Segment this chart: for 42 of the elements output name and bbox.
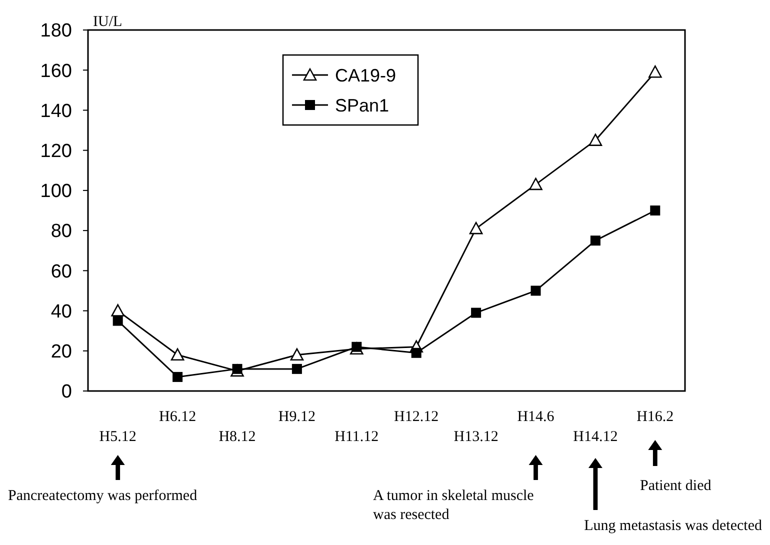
x-tick-label: H16.2: [636, 409, 674, 425]
text: Pancreatectomy was performed: [8, 488, 198, 504]
legend-label: CA19-9: [335, 65, 396, 86]
x-tick-label: H9.12: [278, 409, 316, 425]
point: [530, 286, 541, 296]
x-tick-label: H6.12: [159, 409, 196, 425]
text: A tumor in skeletal muscle was resected: [373, 488, 534, 523]
y-axis-title: IU/L: [93, 14, 122, 30]
y-tick-label: 120: [40, 140, 72, 162]
y-tick-label: 20: [50, 342, 72, 363]
text: Patient died: [640, 478, 712, 494]
point: [471, 308, 482, 318]
point: [588, 134, 602, 146]
point: [290, 348, 304, 361]
y-tick-label: 160: [40, 60, 72, 82]
x-tick-label: H8.12: [218, 429, 256, 445]
point: [469, 222, 483, 234]
y-tick-label: 100: [40, 181, 72, 202]
point: [648, 65, 662, 78]
point: [529, 178, 542, 190]
y-tick-label: 60: [50, 261, 72, 282]
x-tick-label: H13.12: [454, 429, 498, 445]
legend-label: SPan1: [335, 95, 390, 116]
point: [292, 364, 302, 374]
point: [650, 206, 660, 216]
point: [411, 348, 422, 358]
point: [112, 316, 123, 326]
y-tick-label: 40: [50, 301, 72, 322]
y-tick-label: 0: [61, 382, 72, 403]
point: [170, 348, 184, 361]
y-tick-label: 80: [50, 221, 72, 242]
y-tick-label: 140: [40, 100, 72, 122]
x-tick-label: H14.12: [573, 429, 618, 445]
text: Lung metastasis was detected: [584, 518, 762, 534]
x-tick-label: H11.12: [334, 429, 379, 445]
x-tick-label: H14.6: [517, 409, 555, 425]
point: [111, 304, 124, 316]
y-tick-label: 180: [40, 20, 72, 42]
point: [590, 236, 600, 246]
x-tick-label: H12.12: [394, 409, 439, 425]
x-tick-label: H5.12: [99, 429, 136, 445]
point: [172, 372, 183, 382]
